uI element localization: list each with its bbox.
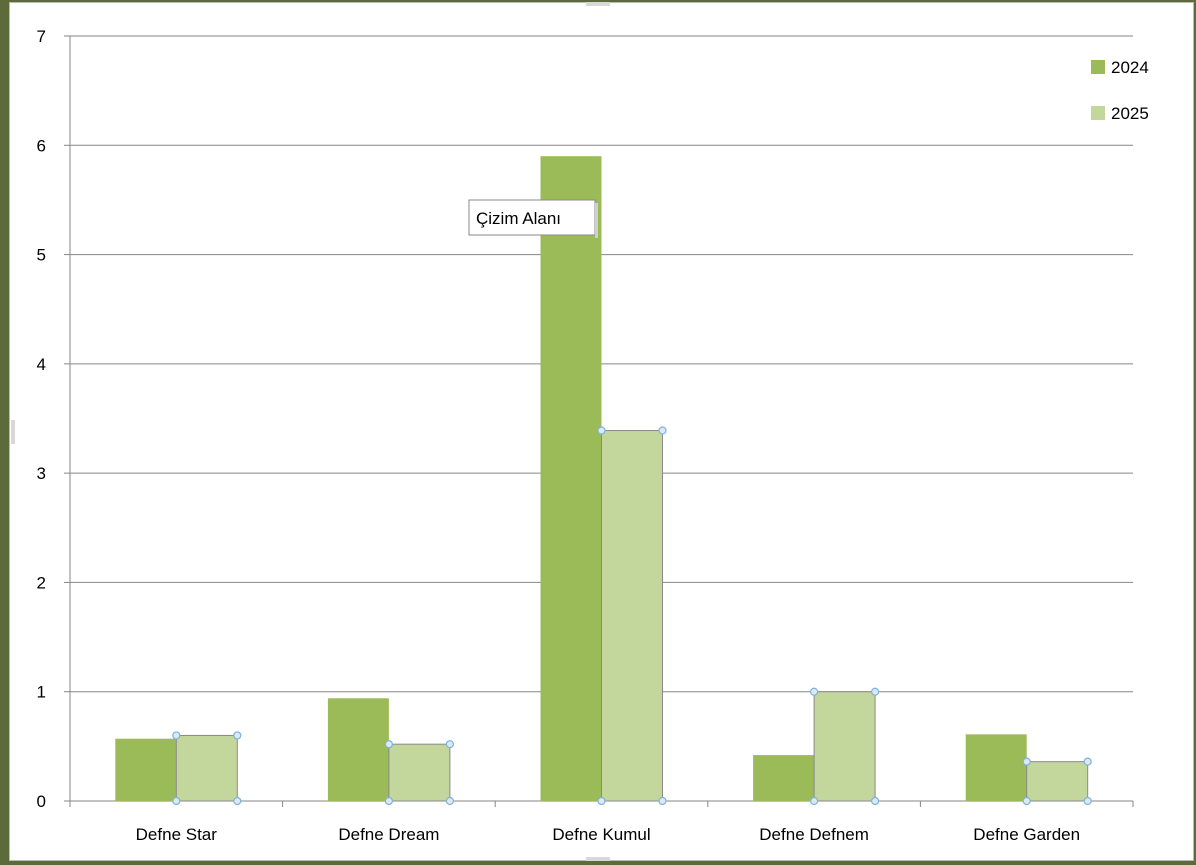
selection-handle xyxy=(1083,796,1092,806)
resize-handle-left[interactable] xyxy=(11,420,15,444)
tooltip-shadow xyxy=(595,203,598,238)
selection-handle xyxy=(1022,757,1031,766)
y-tick-label: 6 xyxy=(37,136,46,155)
y-axis: 0 1 2 3 4 5 6 7 xyxy=(37,27,71,811)
category-labels: Defne Star Defne Dream Defne Kumul Defne De… xyxy=(136,825,1080,844)
legend-label-2025: 2025 xyxy=(1111,104,1149,123)
selection-handle xyxy=(809,687,819,696)
selection-handle xyxy=(172,731,181,740)
selection-handle xyxy=(597,796,606,806)
bars xyxy=(115,156,1092,806)
bar-2025 xyxy=(175,734,238,802)
resize-handle-bottom[interactable] xyxy=(586,857,610,861)
category-label: Defne Star xyxy=(136,825,218,844)
selection-handle xyxy=(445,796,454,806)
selection-handle xyxy=(233,796,242,806)
selection-handle xyxy=(658,426,667,435)
bar-2025 xyxy=(601,430,663,802)
selection-handle xyxy=(233,731,242,740)
legend-swatch-2024 xyxy=(1091,60,1105,74)
bar-2024 xyxy=(540,156,602,801)
bar-2024 xyxy=(327,698,389,801)
selection-handle xyxy=(658,796,667,806)
y-tick-label: 4 xyxy=(37,355,46,374)
bar-2025 xyxy=(813,691,876,802)
legend-label-2024: 2024 xyxy=(1111,58,1149,77)
selection-handle xyxy=(384,740,393,749)
legend-swatch-2025 xyxy=(1091,106,1105,120)
y-tick-label: 1 xyxy=(37,683,46,702)
y-tick-label: 2 xyxy=(37,573,46,592)
selection-handle xyxy=(172,796,181,806)
selection-handle xyxy=(809,796,819,806)
category-label: Defne Defnem xyxy=(759,825,869,844)
tooltip: Çizim Alanı xyxy=(468,199,598,238)
selection-handle xyxy=(597,426,606,435)
selection-handle xyxy=(870,687,880,696)
y-tick-label: 3 xyxy=(37,464,46,483)
resize-handle-top[interactable] xyxy=(586,2,610,6)
legend[interactable]: 2024 2025 xyxy=(1091,58,1149,123)
bar-2024 xyxy=(965,734,1027,801)
bar-2024 xyxy=(753,755,815,801)
y-tick-label: 0 xyxy=(37,792,46,811)
bar-2025 xyxy=(1026,761,1089,802)
selection-handle xyxy=(384,796,393,806)
bar-2025 xyxy=(388,743,451,802)
y-tick-label: 5 xyxy=(37,246,46,265)
y-tick-label: 7 xyxy=(37,27,46,46)
selection-handle xyxy=(445,740,454,749)
selection-handle xyxy=(870,796,880,806)
category-label: Defne Garden xyxy=(973,825,1080,844)
category-label: Defne Kumul xyxy=(552,825,650,844)
selection-handle xyxy=(1022,796,1031,806)
bar-2024 xyxy=(115,738,177,801)
tooltip-box xyxy=(468,199,596,236)
category-label: Defne Dream xyxy=(338,825,439,844)
tooltip-text: Çizim Alanı xyxy=(476,209,561,228)
selection-handle xyxy=(1083,757,1092,766)
